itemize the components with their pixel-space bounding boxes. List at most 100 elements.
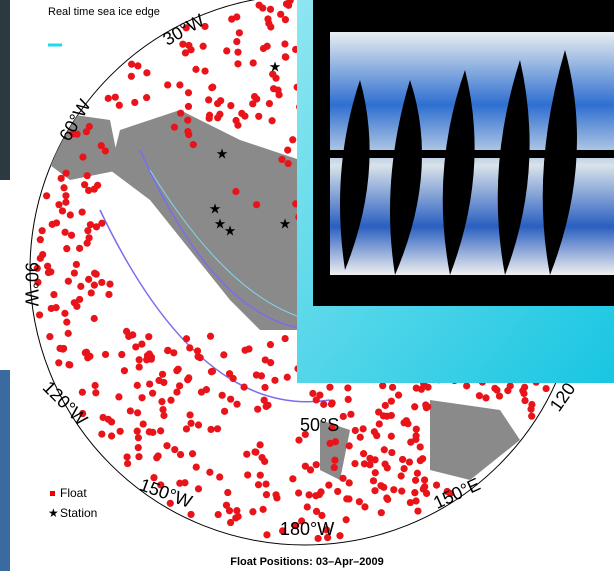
float-dot	[380, 412, 387, 419]
float-dot	[171, 124, 178, 131]
float-dot	[262, 480, 269, 487]
float-dot	[388, 412, 395, 419]
float-dot	[304, 503, 311, 510]
float-dot	[45, 269, 52, 276]
float-dot	[255, 481, 262, 488]
float-dot	[98, 279, 105, 286]
float-dot	[173, 367, 180, 374]
float-dot	[187, 420, 194, 427]
float-dot	[340, 413, 347, 420]
float-dot	[384, 496, 391, 503]
float-dot	[39, 227, 46, 234]
float-dot	[92, 382, 99, 389]
float-dot	[281, 40, 288, 47]
float-dot	[159, 371, 166, 378]
float-dot	[331, 464, 338, 471]
float-dot	[185, 103, 192, 110]
float-dot	[347, 411, 354, 418]
float-dot	[382, 402, 389, 409]
float-dot	[124, 460, 131, 467]
float-dot	[223, 47, 230, 54]
float-dot	[63, 245, 70, 252]
float-dot	[106, 281, 113, 288]
float-dot	[215, 511, 222, 518]
float-dot	[421, 476, 428, 483]
float-dot	[55, 359, 62, 366]
float-dot	[171, 446, 178, 453]
float-dot	[86, 234, 93, 241]
float-dot	[361, 503, 368, 510]
float-dot	[84, 172, 91, 179]
float-dot	[68, 232, 75, 239]
float-dot	[227, 519, 234, 526]
float-dot	[245, 345, 252, 352]
float-dot	[143, 69, 150, 76]
float-dot	[243, 451, 250, 458]
float-dot	[53, 219, 60, 226]
float-dot	[356, 498, 363, 505]
float-dot	[346, 479, 353, 486]
float-dot	[121, 367, 128, 374]
edge-strip	[0, 0, 10, 180]
float-dot	[339, 475, 346, 482]
float-dot	[351, 460, 358, 467]
float-dot	[388, 398, 395, 405]
lat-label: 50°S	[300, 415, 339, 435]
float-dot	[201, 67, 208, 74]
float-dot	[414, 507, 421, 514]
float-dot	[250, 59, 257, 66]
float-dot	[132, 343, 139, 350]
float-dot	[395, 392, 402, 399]
float-dot	[118, 351, 125, 358]
float-dot	[249, 508, 256, 515]
float-dot	[108, 432, 115, 439]
float-dot	[378, 509, 385, 516]
float-dot	[48, 305, 55, 312]
float-dot	[360, 450, 367, 457]
legend-title: Real time sea ice edge	[48, 6, 160, 18]
float-dot	[377, 482, 384, 489]
float-dot	[98, 220, 105, 227]
float-dot	[224, 489, 231, 496]
float-dot	[206, 469, 213, 476]
station-star: ★	[279, 216, 292, 232]
float-dot	[528, 413, 535, 420]
float-dot	[221, 408, 228, 415]
float-dot	[334, 488, 341, 495]
float-dot	[71, 299, 78, 306]
float-dot	[543, 385, 550, 392]
float-dot	[216, 473, 223, 480]
float-dot	[85, 276, 92, 283]
float-dot	[507, 382, 514, 389]
float-dot	[149, 429, 156, 436]
float-dot	[309, 390, 316, 397]
float-dot	[195, 485, 202, 492]
float-dot	[159, 406, 166, 413]
float-dot	[261, 384, 268, 391]
float-dot	[127, 407, 134, 414]
float-dot	[381, 446, 388, 453]
float-dot	[129, 331, 136, 338]
float-dot	[400, 419, 407, 426]
legend-item: Float	[60, 486, 87, 500]
float-dot	[390, 486, 397, 493]
float-dot	[94, 182, 101, 189]
lon-label: 180°W	[280, 519, 334, 539]
float-dot	[496, 392, 503, 399]
float-dot	[61, 229, 68, 236]
float-dot	[83, 128, 90, 135]
float-dot	[170, 349, 177, 356]
float-dot	[73, 261, 80, 268]
float-dot	[366, 461, 373, 468]
float-dot	[136, 363, 143, 370]
float-dot	[184, 128, 191, 135]
float-dot	[412, 432, 419, 439]
float-dot	[198, 389, 205, 396]
float-dot	[153, 454, 160, 461]
float-dot	[60, 184, 67, 191]
float-dot	[302, 463, 309, 470]
float-dot	[370, 477, 377, 484]
float-dot	[62, 199, 69, 206]
float-dot	[190, 141, 197, 148]
float-dot	[219, 392, 226, 399]
